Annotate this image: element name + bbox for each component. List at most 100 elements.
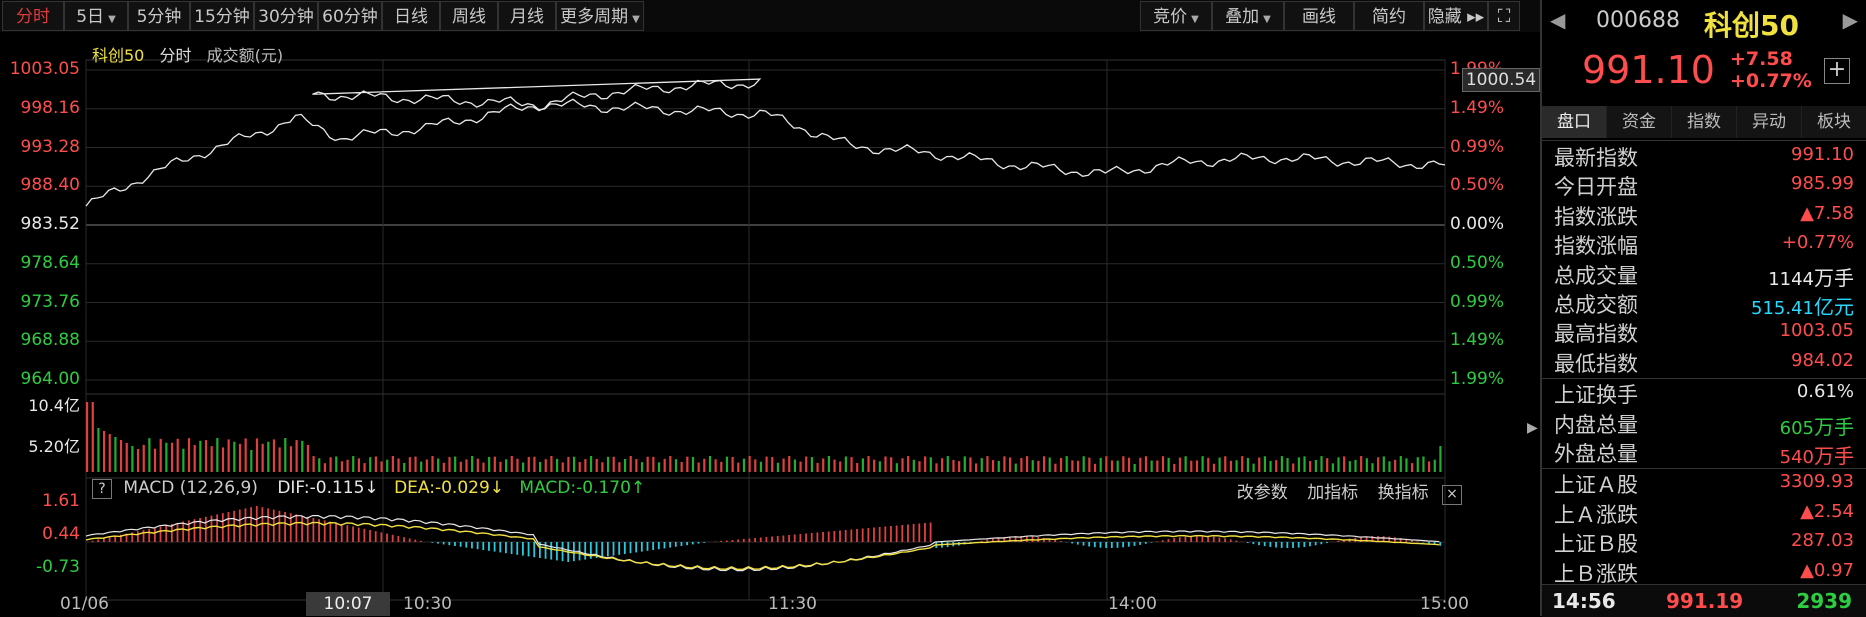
price-tick-left: 983.52 — [4, 214, 80, 234]
quote-unit: 万手 — [1814, 444, 1854, 468]
quote-row: 今日开盘 985.99 — [1554, 171, 1854, 201]
quote-value: 287.03 — [1791, 530, 1854, 551]
time-tick: 15:00 — [1420, 594, 1469, 614]
price-tick-left: 998.16 — [4, 98, 80, 118]
prev-icon[interactable]: ◀ — [1550, 8, 1565, 32]
quote-value: 991.10 — [1791, 144, 1854, 165]
add-watchlist-icon[interactable]: + — [1824, 58, 1850, 84]
quote-number: 985.99 — [1791, 173, 1854, 194]
change-value: +7.58 — [1730, 48, 1793, 70]
quote-number: 3309.93 — [1780, 471, 1854, 492]
quote-number: 1003.05 — [1780, 320, 1854, 341]
pct-tick-right: 1.49% — [1450, 98, 1504, 118]
quote-row: 上Ａ涨跌 ▲2.54 — [1554, 499, 1854, 529]
time-tick: 11:30 — [768, 594, 817, 614]
quote-number: 1144 — [1768, 269, 1814, 290]
quote-row: 指数涨幅+0.77% — [1554, 230, 1854, 260]
macd-histogram — [92, 506, 1441, 562]
period-tab-2[interactable]: 5分钟 — [128, 1, 190, 31]
change-params-button[interactable]: 改参数 — [1237, 483, 1288, 503]
period-tab-1[interactable]: 5日▼ — [64, 1, 128, 31]
pct-tick-right: 0.50% — [1450, 253, 1504, 273]
tool-button-label: 隐藏 ▸▸ — [1428, 7, 1484, 27]
period-tab-label: 月线 — [510, 7, 544, 27]
quote-unit: 亿元 — [1814, 295, 1854, 319]
add-indicator-button[interactable]: 加指标 — [1307, 483, 1358, 503]
quote-value: 985.99 — [1791, 173, 1854, 194]
macd-value: MACD:-0.170↑ — [519, 478, 645, 498]
period-tab-label: 15分钟 — [194, 7, 250, 27]
quote-label: 上证Ａ股 — [1554, 469, 1638, 499]
tool-button-label: 简约 — [1372, 7, 1406, 27]
tool-button-label: 竞价 — [1153, 7, 1187, 27]
quote-label: 内盘总量 — [1554, 409, 1638, 439]
pct-tick-right: 0.00% — [1450, 214, 1504, 234]
tick-row: 14:56 991.19 2939 — [1542, 584, 1866, 617]
section-divider — [1542, 140, 1866, 141]
period-tab-4[interactable]: 30分钟 — [254, 1, 318, 31]
next-icon[interactable]: ▶ — [1843, 8, 1858, 32]
quote-label: 上证换手 — [1554, 379, 1638, 409]
period-tab-5[interactable]: 60分钟 — [318, 1, 382, 31]
tool-button-3[interactable]: 简约 — [1354, 1, 1424, 31]
period-tab-9[interactable]: 更多周期 ▼ — [556, 1, 644, 31]
quote-number: 984.02 — [1791, 350, 1854, 371]
quote-number: 991.10 — [1791, 144, 1854, 165]
period-tab-label: 5分钟 — [137, 7, 182, 27]
quote-value: 3309.93 — [1780, 471, 1854, 492]
close-icon[interactable]: × — [1442, 485, 1462, 505]
quote-number: 515.41 — [1751, 298, 1814, 319]
switch-indicator-button[interactable]: 换指标 — [1378, 483, 1429, 503]
dif-line — [86, 516, 1439, 571]
tool-button-1[interactable]: 叠加▼ — [1212, 1, 1284, 31]
tool-button-2[interactable]: 画线 — [1284, 1, 1354, 31]
dea-line — [86, 523, 1439, 570]
index-code: 000688 — [1596, 8, 1680, 33]
pct-tick-right: 1.49% — [1450, 330, 1504, 350]
panel-tab-3[interactable]: 异动 — [1737, 106, 1802, 138]
panel-tab-2[interactable]: 指数 — [1672, 106, 1737, 138]
time-tick: 10:30 — [403, 594, 452, 614]
tool-button-0[interactable]: 竞价▼ — [1140, 1, 1212, 31]
price-tick-left: 978.64 — [4, 253, 80, 273]
panel-tab-0[interactable]: 盘口 — [1542, 106, 1607, 138]
macd-dif: DIF:-0.115↓ — [277, 478, 378, 498]
quote-label: 最新指数 — [1554, 142, 1638, 172]
macd-title: MACD (12,26,9) — [123, 478, 258, 498]
quote-label: 上Ａ涨跌 — [1554, 499, 1638, 529]
quote-value: 540万手 — [1780, 440, 1854, 469]
macd-help-button[interactable]: ? — [92, 479, 112, 499]
intraday-chart[interactable] — [0, 32, 1540, 616]
tool-button-4[interactable]: 隐藏 ▸▸ — [1424, 1, 1488, 31]
panel-collapse-handle[interactable]: ▶ — [1527, 420, 1537, 460]
tick-volume: 2939 — [1796, 589, 1852, 613]
period-tab-label: 60分钟 — [322, 7, 378, 27]
fullscreen-icon[interactable]: ⛶ — [1488, 1, 1520, 31]
period-tab-6[interactable]: 日线 — [382, 1, 440, 31]
change-percent: +0.77% — [1730, 70, 1812, 92]
quote-label: 今日开盘 — [1554, 171, 1638, 201]
period-tab-label: 5日 — [76, 7, 104, 27]
macd-tick: -0.73 — [4, 557, 80, 577]
quote-number: ▲7.58 — [1800, 203, 1854, 224]
period-tab-label: 周线 — [452, 7, 486, 27]
tool-button-label: 叠加 — [1225, 7, 1259, 27]
quote-row: 最新指数 991.10 — [1554, 142, 1854, 172]
period-tab-label: 更多周期 — [560, 7, 628, 27]
price-tick-left: 988.40 — [4, 175, 80, 195]
quote-number: 605 — [1780, 418, 1814, 439]
panel-tab-1[interactable]: 资金 — [1607, 106, 1672, 138]
period-tab-8[interactable]: 月线 — [498, 1, 556, 31]
panel-tab-4[interactable]: 板块 — [1802, 106, 1866, 138]
quote-number: ▲2.54 — [1800, 501, 1854, 522]
period-tab-7[interactable]: 周线 — [440, 1, 498, 31]
quote-label: 总成交量 — [1554, 260, 1638, 290]
quote-value: ▲2.54 — [1800, 501, 1854, 522]
period-tab-0[interactable]: 分时 — [2, 1, 64, 31]
chevron-down-icon: ▼ — [632, 14, 640, 25]
period-tab-3[interactable]: 15分钟 — [190, 1, 254, 31]
quote-panel: ◀ ▶ 000688 科创50 991.10 +7.58 +0.77% + 盘口… — [1540, 0, 1866, 616]
